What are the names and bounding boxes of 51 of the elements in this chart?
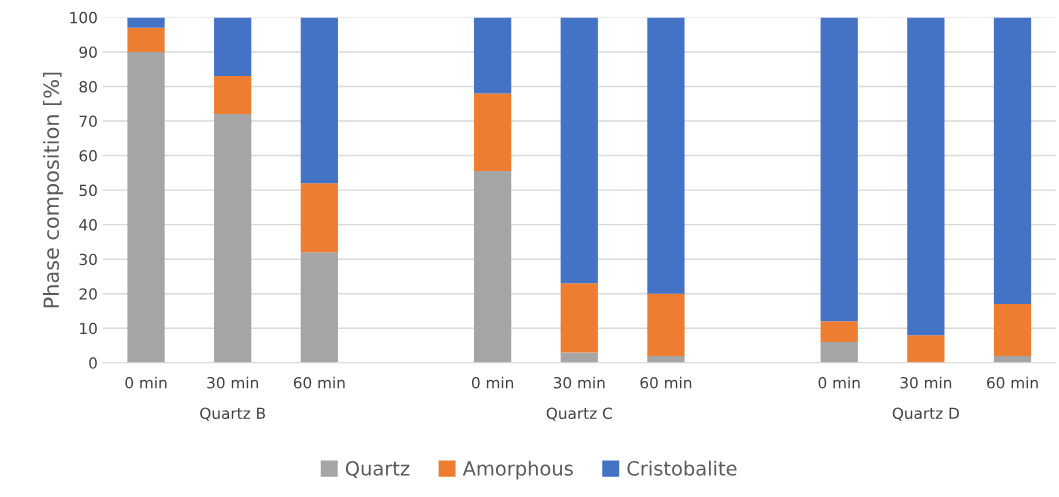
y-tick-label: 40 <box>79 219 97 231</box>
y-tick-label: 90 <box>79 46 97 58</box>
x-tick-label: 60 min <box>293 376 345 389</box>
y-tick-label: 80 <box>79 80 97 93</box>
bar <box>300 252 338 363</box>
bar <box>993 304 1032 356</box>
y-tick-label: 70 <box>79 115 97 128</box>
bar <box>560 352 598 363</box>
legend-label: Cristobalite <box>627 460 737 476</box>
x-tick-label: 0 min <box>471 376 514 389</box>
bar <box>647 293 685 356</box>
bar <box>214 114 252 363</box>
x-tick-label: 30 min <box>553 376 605 389</box>
x-tick-label: 0 min <box>125 376 167 389</box>
bar <box>300 183 338 253</box>
bar <box>127 27 165 52</box>
x-tick-label: 30 min <box>900 376 952 389</box>
bar <box>214 76 252 115</box>
y-tick-label: 100 <box>70 11 97 24</box>
bar <box>820 342 858 363</box>
text: Quartz C <box>546 407 612 421</box>
text: Quartz B <box>200 407 265 421</box>
bar <box>560 283 598 353</box>
bar <box>474 171 512 363</box>
y-tick-label: 60 <box>79 150 97 162</box>
bar <box>647 17 685 294</box>
bar <box>907 335 945 363</box>
x-tick-label: 60 min <box>640 376 692 389</box>
y-axis-title: Phase composition [%] <box>42 72 64 308</box>
x-tick-label: 0 min <box>818 376 860 389</box>
y-tick-label: 50 <box>79 184 97 197</box>
bar <box>820 17 858 322</box>
y-tick-label: 30 <box>79 253 97 266</box>
bar <box>214 17 252 77</box>
text: Quartz D <box>892 407 959 421</box>
bar <box>560 17 598 284</box>
bar <box>820 321 858 343</box>
y-tick-label: 10 <box>80 322 97 335</box>
bar <box>127 51 165 363</box>
y-tick-label: 20 <box>79 288 97 300</box>
bar <box>300 17 338 184</box>
bar <box>993 17 1032 305</box>
bar <box>907 17 945 336</box>
y-tick-label: 0 <box>89 357 97 369</box>
bar <box>127 17 165 28</box>
legend-label: Quartz <box>345 461 410 478</box>
legend-label: Amorphous <box>462 460 573 480</box>
x-tick-label: 30 min <box>207 376 258 389</box>
x-tick-label: 60 min <box>987 376 1038 389</box>
bar <box>474 93 512 172</box>
bar <box>474 17 512 94</box>
